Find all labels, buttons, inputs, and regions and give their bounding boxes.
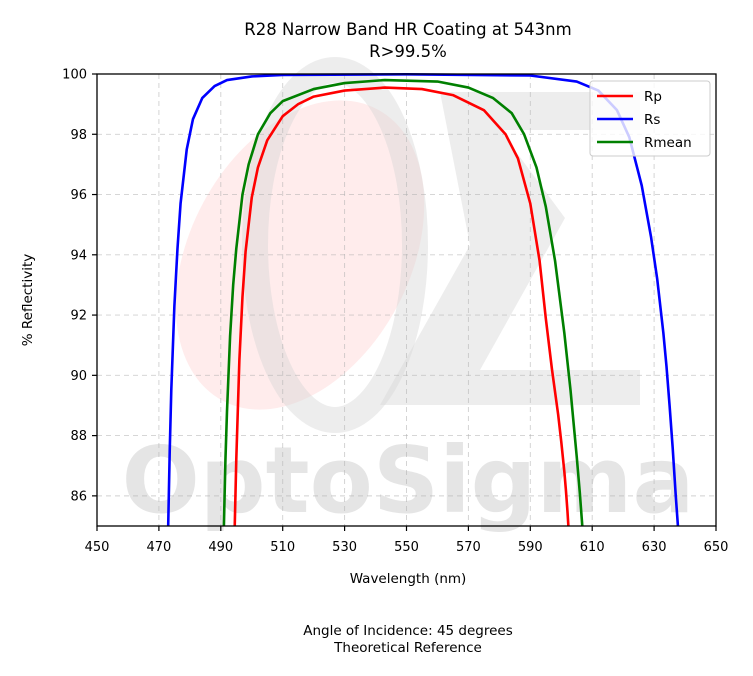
x-tick-label: 450	[85, 540, 110, 555]
legend-box	[589, 80, 711, 157]
x-tick-label: 630	[642, 540, 667, 555]
x-tick-label: 550	[394, 540, 419, 555]
y-tick-label: 100	[62, 68, 87, 83]
x-tick-label: 490	[208, 540, 233, 555]
footer-line-2: Theoretical Reference	[333, 640, 482, 656]
y-tick-label: 86	[70, 489, 87, 504]
y-tick-label: 96	[70, 188, 87, 203]
x-tick-label: 510	[270, 540, 295, 555]
x-tick-label: 610	[580, 540, 605, 555]
series-line-rs	[166, 73, 680, 526]
legend-label-rs: Rs	[644, 112, 660, 128]
x-axis-label: Wavelength (nm)	[350, 571, 467, 587]
axis-ticks: 450 470 490 510 530 550 570 590 610 630 650 86 88 90 9…	[62, 68, 728, 556]
x-tick-label: 570	[456, 540, 481, 555]
x-tick-label: 470	[146, 540, 171, 555]
series-line-rmean	[222, 78, 584, 526]
y-tick-label: 94	[70, 248, 87, 263]
x-tick-label: 530	[332, 540, 357, 555]
y-tick-label: 98	[70, 128, 87, 143]
y-tick-label: 90	[70, 369, 87, 384]
chart-title-line-2: R>99.5%	[369, 42, 447, 61]
y-tick-label: 92	[70, 309, 87, 324]
x-tick-label: 590	[518, 540, 543, 555]
legend: Rp Rs Rmean	[589, 80, 711, 157]
x-tick-label: 650	[704, 540, 729, 555]
chart-title-line-1: R28 Narrow Band HR Coating at 543nm	[244, 20, 571, 39]
legend-label-rmean: Rmean	[644, 135, 692, 151]
series-lines	[166, 73, 680, 526]
footer-line-1: Angle of Incidence: 45 degrees	[303, 623, 513, 639]
y-tick-label: 88	[70, 429, 87, 444]
series-line-rp	[233, 86, 570, 526]
watermark-text: OptoSigma	[122, 427, 695, 534]
y-axis-label: % Reflectivity	[20, 254, 36, 347]
legend-label-rp: Rp	[644, 89, 662, 105]
